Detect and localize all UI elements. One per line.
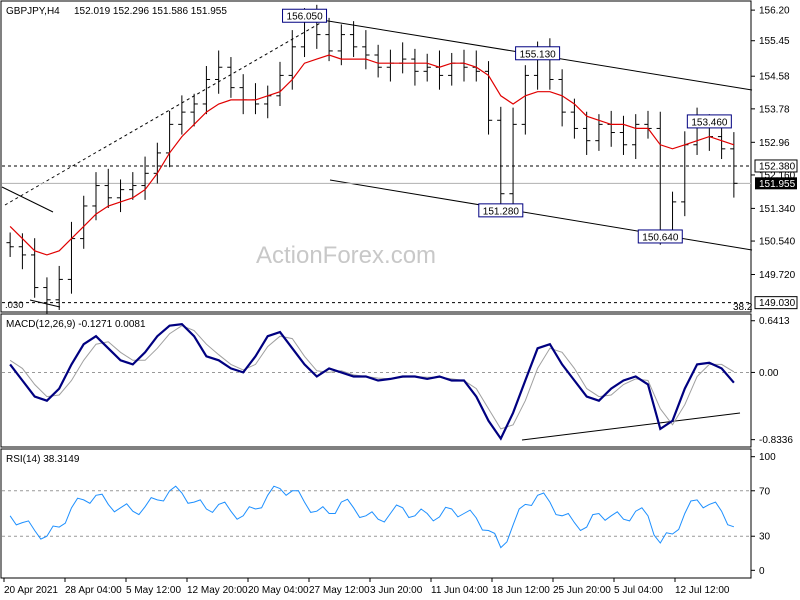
x-axis-label: 5 Jul 04:00 [614, 585, 663, 596]
price-y-tick-label: 149.720 [759, 270, 796, 281]
x-axis-label: 12 Jul 12:00 [675, 585, 730, 596]
price-bar [362, 30, 370, 70]
price-panel-frame [0, 0, 752, 313]
chart-header-ohlc: 152.019 152.296 151.586 151.955 [74, 6, 227, 17]
x-axis-label: 18 Jun 12:00 [492, 585, 550, 596]
x-axis-label: 5 May 12:00 [126, 585, 181, 596]
x-axis-label: 27 May 12:00 [309, 585, 370, 596]
watermark: ActionForex.com [256, 242, 436, 269]
price-bar [582, 111, 591, 155]
price-y-tick-label: 152.96 [759, 138, 790, 149]
price-bar [276, 61, 284, 106]
macd-divergence-line [521, 412, 741, 441]
rsi-panel-frame [0, 448, 752, 579]
price-bar [497, 106, 505, 204]
rsi-y-tick-label: 0 [759, 566, 765, 577]
macd-y-tick-label: 0.6413 [759, 316, 790, 327]
price-annotation-label: 150.640 [642, 232, 679, 243]
x-axis-label: 12 May 20:00 [187, 585, 248, 596]
price-bar [116, 179, 125, 213]
price-bar [214, 50, 223, 94]
rsi-title: RSI(14) 38.3149 [6, 454, 80, 465]
price-y-tick-label: 150.540 [759, 237, 796, 248]
price-bar [632, 114, 640, 160]
price-y-tick-label: 156.20 [759, 6, 790, 17]
price-bar [227, 57, 235, 98]
price-y-tick-label: 155.45 [759, 36, 790, 47]
x-axis-label: 20 Apr 2021 [4, 585, 58, 596]
price-bar [55, 265, 63, 310]
price-y-tick-label: 151.340 [759, 204, 796, 215]
price-bar [43, 277, 51, 315]
price-annotation: 151.280 [478, 203, 524, 218]
chart-header-symbol: GBPJPY,H4 [6, 6, 60, 17]
trendlines [1, 19, 753, 441]
price-bar [521, 65, 530, 135]
price-bar [423, 53, 431, 82]
price-bar [178, 95, 186, 135]
short-trendline [1, 186, 54, 213]
macd-y-tick-label: 0.00 [759, 368, 779, 379]
level-price-label: 149.030 [759, 298, 796, 309]
level-price-box: 149.030 [754, 296, 798, 310]
price-bar [570, 98, 579, 139]
price-bar [129, 172, 137, 200]
price-bar [337, 24, 346, 66]
price-y-tick-label: 152.160 [759, 170, 796, 181]
current-price-label: 151.955 [759, 179, 796, 190]
price-y-tick-label: 153.78 [759, 104, 790, 115]
price-bar [558, 69, 566, 127]
price-annotation: 155.130 [515, 46, 561, 61]
price-bar [141, 156, 149, 200]
partial-right-label: 38.2 [733, 302, 753, 313]
dashed-support-trendline [4, 21, 323, 206]
level-price-label: 152.380 [759, 161, 796, 172]
price-annotation-label: 153.460 [691, 117, 728, 128]
price-bar [349, 21, 358, 58]
current-price-box: 151.955 [755, 177, 797, 190]
level-price-box: 152.380 [754, 159, 798, 173]
price-bar [202, 66, 211, 115]
x-axis-label: 11 Jun 04:00 [431, 585, 489, 596]
price-annotation: 153.460 [686, 114, 732, 129]
base-trendline [29, 299, 61, 308]
price-bar [6, 232, 14, 257]
price-bar [30, 238, 39, 298]
x-axis-label: 28 Apr 04:00 [65, 585, 122, 596]
price-bar [92, 172, 100, 221]
rsi-line [9, 485, 735, 549]
price-bar [325, 17, 333, 62]
rsi-y-tick-label: 100 [759, 452, 776, 463]
price-annotation-label: 156.050 [287, 12, 324, 23]
macd-signal-line [9, 325, 735, 430]
price-annotation: 156.050 [282, 8, 328, 23]
macd-title: MACD(12,26,9) -0.1271 0.0081 [6, 319, 146, 330]
price-bar [104, 168, 112, 208]
x-axis-label: 3 Jun 20:00 [370, 585, 423, 596]
price-bar [484, 61, 493, 135]
x-axis-label: 20 May 04:00 [248, 585, 309, 596]
x-axis-label: 25 Jun 20:00 [553, 585, 611, 596]
price-bar [619, 115, 628, 155]
macd-y-tick-label: -0.8336 [759, 435, 793, 446]
price-annotation-label: 151.280 [483, 206, 520, 217]
rsi-y-tick-label: 30 [759, 532, 771, 543]
price-annotation-label: 155.130 [520, 49, 557, 60]
rsi-y-tick-label: 70 [759, 486, 771, 497]
partial-left-label: .030 [5, 300, 24, 311]
price-bar [509, 107, 517, 208]
price-bar [190, 93, 198, 127]
price-bar [411, 48, 419, 86]
price-bar [374, 44, 382, 78]
price-bar [80, 195, 88, 249]
macd-line [9, 322, 735, 441]
price-y-tick-label: 154.58 [759, 72, 790, 83]
price-annotation: 150.640 [637, 229, 683, 244]
price-bar [730, 132, 738, 198]
moving-average-line [9, 54, 735, 256]
